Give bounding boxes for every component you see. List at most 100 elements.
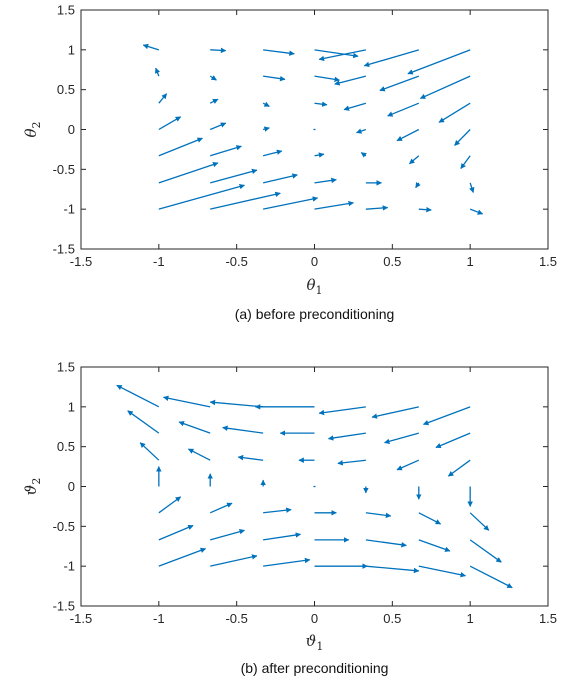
arrows-b bbox=[116, 384, 513, 589]
x-axis-label-a: θ1 bbox=[306, 276, 322, 297]
quiver-arrow bbox=[379, 75, 420, 92]
quiver-arrow bbox=[409, 155, 420, 165]
quiver-arrow bbox=[116, 384, 160, 408]
quiver-arrow bbox=[365, 539, 407, 548]
quiver-arrow bbox=[158, 183, 245, 210]
quiver-arrow bbox=[334, 75, 367, 86]
ticks-a: -1.5 -1 -0.5 0 0.5 1 1.5 -1.5 -1 -0.5 0 0.5 1 1.5 bbox=[53, 3, 557, 270]
quiver-arrow bbox=[435, 432, 471, 449]
y-tick-label-a: 1 bbox=[68, 42, 75, 57]
quiver-arrow bbox=[418, 512, 442, 525]
quiver-arrow bbox=[142, 43, 160, 51]
quiver-arrow bbox=[314, 101, 328, 107]
y-tick-label-b: 0 bbox=[68, 479, 75, 494]
quiver-arrow bbox=[360, 152, 367, 158]
y-tick-label-a: -1.5 bbox=[53, 242, 75, 257]
quiver-arrow bbox=[314, 152, 325, 158]
quiver-arrow bbox=[210, 554, 258, 567]
x-tick-label-b: 0 bbox=[311, 611, 318, 626]
quiver-arrow bbox=[262, 126, 270, 132]
quiver-arrow bbox=[154, 67, 161, 77]
quiver-arrow bbox=[263, 557, 311, 567]
x-axis-label-b: ϑ1 bbox=[306, 632, 324, 653]
quiver-arrow bbox=[419, 75, 471, 100]
quiver-arrow bbox=[210, 528, 245, 541]
quiver-arrow bbox=[365, 205, 389, 211]
quiver-arrow bbox=[187, 448, 211, 461]
quiver-arrow bbox=[158, 496, 182, 514]
quiver-arrow bbox=[158, 161, 219, 184]
quiver-arrow bbox=[365, 512, 392, 519]
quiver-arrow bbox=[314, 177, 337, 184]
quiver-arrow bbox=[263, 532, 302, 541]
panel-a: -1.5 -1 -0.5 0 0.5 1 1.5-1.5-1-0.500.511.5 θ1 … bbox=[22, 3, 557, 323]
quiver-arrow bbox=[384, 432, 419, 445]
x-tick-label-a: 1.5 bbox=[539, 254, 557, 269]
y-tick-label-b: -0.5 bbox=[53, 519, 75, 534]
quiver-arrow bbox=[454, 129, 471, 146]
quiver-arrow bbox=[158, 93, 168, 104]
quiver-arrow bbox=[158, 116, 182, 131]
quiver-arrow bbox=[209, 98, 219, 104]
quiver-arrow bbox=[469, 539, 502, 563]
x-tick-label-b: 1 bbox=[467, 611, 474, 626]
y-tick-label-b: 1.5 bbox=[57, 360, 75, 375]
quiver-arrow bbox=[263, 49, 295, 56]
quiver-arrow bbox=[263, 75, 286, 82]
quiver-arrow bbox=[210, 168, 258, 184]
y-tick-label-b: -1.5 bbox=[53, 599, 75, 614]
quiver-arrow bbox=[262, 149, 283, 157]
caption-b: (b) after preconditioning bbox=[241, 660, 389, 676]
x-tick-label-a: 1 bbox=[467, 254, 474, 269]
quiver-arrow bbox=[469, 512, 490, 531]
y-tick-label-b: 1 bbox=[68, 399, 75, 414]
quiver-arrow bbox=[469, 565, 513, 589]
quiver-arrow bbox=[262, 196, 319, 210]
quiver-arrow bbox=[263, 507, 292, 514]
quiver-arrow bbox=[222, 425, 264, 434]
x-tick-label-b: -1.5 bbox=[70, 611, 92, 626]
quiver-arrow bbox=[209, 75, 217, 81]
quiver-arrow bbox=[460, 155, 471, 169]
y-tick-label-b: -1 bbox=[63, 559, 75, 574]
quiver-arrow bbox=[209, 122, 227, 131]
quiver-arrow bbox=[407, 49, 471, 75]
caption-a: (a) before preconditioning bbox=[235, 306, 395, 322]
quiver-arrow bbox=[158, 524, 194, 541]
x-tick-label-b: 1.5 bbox=[539, 611, 557, 626]
y-tick-label-b: 0.5 bbox=[57, 439, 75, 454]
quiver-arrow bbox=[127, 410, 160, 434]
quiver-arrow bbox=[418, 206, 432, 213]
x-tick-label-b: -0.5 bbox=[225, 611, 247, 626]
y-tick-label-a: -1 bbox=[63, 202, 75, 217]
y-axis-label-b: ϑ2 bbox=[22, 478, 43, 496]
quiver-arrow bbox=[262, 173, 298, 184]
quiver-arrow bbox=[418, 565, 467, 578]
quiver-arrow bbox=[209, 399, 264, 408]
x-tick-label-a: -1.5 bbox=[70, 254, 92, 269]
quiver-arrow bbox=[337, 459, 366, 466]
quiver-arrow bbox=[158, 547, 207, 567]
quiver-arrow bbox=[365, 565, 420, 574]
quiver-arrow bbox=[314, 75, 340, 83]
quiver-arrow bbox=[438, 102, 471, 123]
quiver-arrow bbox=[262, 101, 270, 107]
x-tick-label-b: 0.5 bbox=[383, 611, 401, 626]
ticks-b: -1.5 -1 -0.5 0 0.5 1 1.5 -1.5 -1 -0.5 0 0.5 1 1.5 bbox=[53, 360, 557, 627]
quiver-arrow bbox=[162, 395, 211, 408]
quiver-arrow bbox=[318, 406, 366, 416]
quiver-arrow bbox=[396, 459, 420, 471]
quiver-arrow bbox=[209, 502, 233, 514]
y-tick-label-a: -0.5 bbox=[53, 162, 75, 177]
quiver-arrow bbox=[210, 47, 227, 54]
x-tick-label-a: 0 bbox=[311, 254, 318, 269]
arrows-a bbox=[142, 43, 484, 215]
y-tick-label-a: 0.5 bbox=[57, 82, 75, 97]
quiver-arrow bbox=[237, 454, 264, 461]
quiver-arrow bbox=[210, 145, 242, 157]
quiver-arrow bbox=[343, 102, 367, 111]
quiver-arrow bbox=[415, 182, 421, 189]
quiver-arrow bbox=[387, 102, 420, 117]
quiver-arrow bbox=[418, 539, 451, 552]
